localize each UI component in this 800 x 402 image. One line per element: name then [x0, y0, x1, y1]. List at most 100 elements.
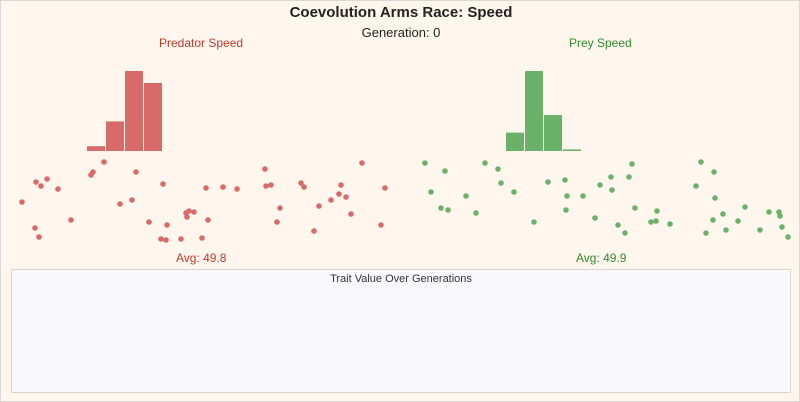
- prey-dot: [562, 177, 568, 183]
- predator-histogram-bar: [87, 146, 105, 151]
- predator-speed-label: Predator Speed: [159, 36, 244, 50]
- predator-dot: [277, 205, 283, 211]
- prey-dot: [629, 161, 635, 167]
- predator-dot: [298, 180, 304, 186]
- predator-dot: [164, 222, 170, 228]
- predator-dot: [36, 234, 42, 240]
- prey-dot: [422, 160, 428, 166]
- prey-dot: [785, 234, 791, 240]
- predator-dot: [359, 160, 365, 166]
- prey-dot: [648, 219, 654, 225]
- prey-dot: [531, 219, 537, 225]
- prey-dot: [711, 169, 717, 175]
- prey-dot: [703, 230, 709, 236]
- prey-dot: [757, 227, 763, 233]
- prey-dot: [720, 211, 726, 217]
- predator-dot: [220, 184, 226, 190]
- prey-dot: [766, 209, 772, 215]
- generation-counter: Generation: 0: [361, 25, 441, 40]
- predator-dot: [163, 237, 169, 243]
- prey-dot: [445, 207, 451, 213]
- prey-dot: [698, 159, 704, 165]
- predator-dot: [338, 182, 344, 188]
- predator-dot: [44, 176, 50, 182]
- predator-histogram: [87, 71, 162, 151]
- predator-dot: [234, 186, 240, 192]
- prey-dot: [723, 227, 729, 233]
- prey-dot: [592, 215, 598, 221]
- predator-dot: [33, 179, 39, 185]
- predator-dot: [55, 186, 61, 192]
- predator-dot: [311, 228, 317, 234]
- prey-dot: [495, 166, 501, 172]
- predator-dot: [274, 219, 280, 225]
- predator-dot: [146, 219, 152, 225]
- predator-dot: [160, 181, 166, 187]
- prey-dot: [654, 208, 660, 214]
- prey-population: [422, 159, 791, 240]
- prey-dot: [564, 193, 570, 199]
- predator-dot: [38, 183, 44, 189]
- predator-histogram-bar: [125, 71, 143, 151]
- prey-dot: [545, 179, 551, 185]
- predator-dot: [382, 185, 388, 191]
- prey-histogram-bar: [563, 149, 581, 151]
- predator-dot: [90, 169, 96, 175]
- predator-histogram-bar: [106, 121, 124, 151]
- predator-dot: [262, 166, 268, 172]
- predator-dot: [316, 203, 322, 209]
- predator-dot: [263, 183, 269, 189]
- prey-dot: [608, 174, 614, 180]
- prey-dot: [667, 221, 673, 227]
- prey-dot: [563, 207, 569, 213]
- prey-dot: [632, 205, 638, 211]
- prey-histogram: [506, 71, 581, 151]
- predator-dot: [133, 169, 139, 175]
- predator-dot: [199, 235, 205, 241]
- page-title: Coevolution Arms Race: Speed: [289, 4, 513, 21]
- prey-dot: [653, 218, 659, 224]
- prey-dot: [438, 205, 444, 211]
- predator-dot: [343, 194, 349, 200]
- prey-dot: [473, 210, 479, 216]
- predator-dot: [348, 211, 354, 217]
- prey-dot: [463, 193, 469, 199]
- prey-dot: [712, 195, 718, 201]
- predator-dot: [19, 199, 25, 205]
- prey-histogram-bar: [544, 115, 562, 151]
- prey-dot: [580, 193, 586, 199]
- prey-dot: [615, 222, 621, 228]
- prey-dot: [498, 180, 504, 186]
- predator-dot: [101, 159, 107, 165]
- predator-dot: [336, 191, 342, 197]
- prey-dot: [442, 168, 448, 174]
- predator-dot: [117, 201, 123, 207]
- predator-histogram-bar: [144, 83, 162, 151]
- prey-dot: [609, 187, 615, 193]
- prey-dot: [428, 189, 434, 195]
- prey-dot: [779, 224, 785, 230]
- predator-dot: [129, 197, 135, 203]
- prey-dot: [626, 174, 632, 180]
- predator-dot: [178, 236, 184, 242]
- prey-histogram-bar: [525, 71, 543, 151]
- predator-dot: [301, 184, 307, 190]
- prey-dot: [735, 218, 741, 224]
- predator-dot: [378, 222, 384, 228]
- trait-trend-chart: Trait Value Over Generations: [11, 269, 791, 393]
- predator-dot: [191, 209, 197, 215]
- predator-dot: [203, 185, 209, 191]
- predator-dot: [268, 182, 274, 188]
- predator-population: [19, 159, 388, 243]
- prey-dot: [511, 189, 517, 195]
- prey-dot: [597, 182, 603, 188]
- population-field: [19, 71, 791, 243]
- predator-dot: [32, 225, 38, 231]
- predator-dot: [186, 208, 192, 214]
- prey-average: Avg: 49.9: [576, 251, 627, 265]
- predator-dot: [328, 197, 334, 203]
- prey-dot: [742, 204, 748, 210]
- prey-dot: [777, 213, 783, 219]
- prey-dot: [482, 160, 488, 166]
- predator-dot: [158, 236, 164, 242]
